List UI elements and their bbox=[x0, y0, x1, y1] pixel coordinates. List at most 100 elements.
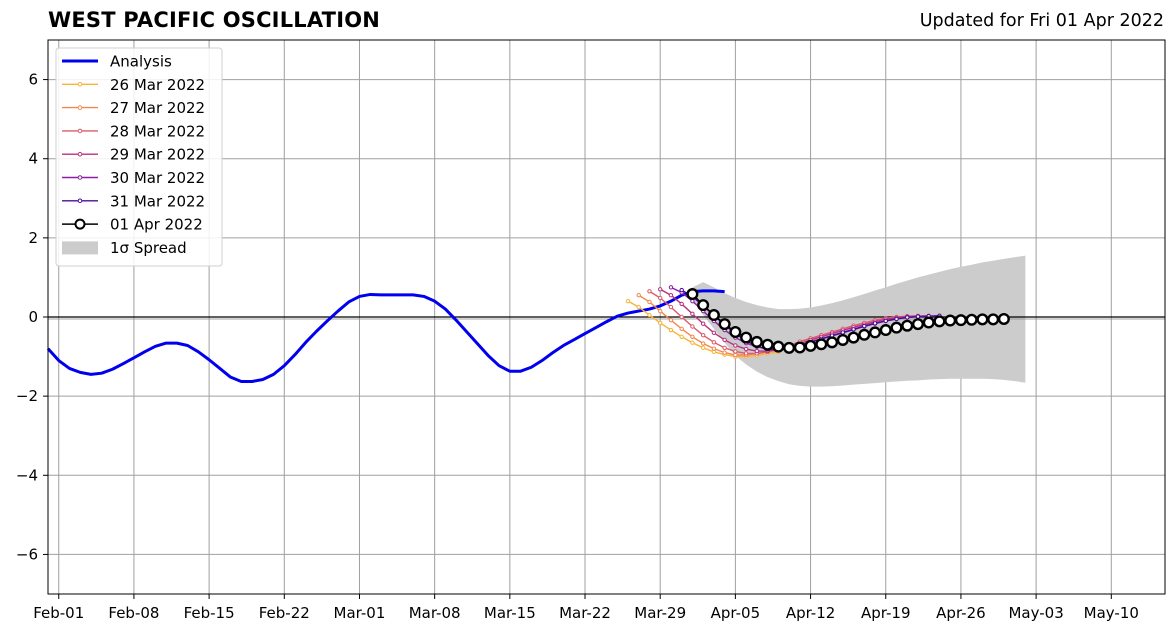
forecast-point bbox=[915, 314, 921, 319]
forecast-point bbox=[707, 309, 720, 322]
forecast-point bbox=[840, 330, 845, 335]
x-tick-label: Apr-05 bbox=[711, 604, 761, 622]
forecast-point bbox=[872, 321, 878, 326]
forecast-point bbox=[894, 316, 899, 322]
forecast-point bbox=[733, 352, 738, 358]
forecast-point bbox=[679, 326, 684, 332]
forecast-point bbox=[793, 341, 806, 354]
y-tick-label: 4 bbox=[28, 150, 38, 168]
forecast-point bbox=[711, 340, 717, 345]
forecast-point bbox=[761, 338, 774, 351]
forecast-point bbox=[647, 312, 652, 318]
legend-marker bbox=[77, 128, 83, 134]
x-tick-label: Mar-22 bbox=[559, 604, 611, 622]
forecast-point bbox=[668, 293, 674, 298]
forecast-point bbox=[954, 314, 967, 327]
x-tick-label: Mar-15 bbox=[484, 604, 536, 622]
legend-swatch bbox=[62, 241, 98, 255]
forecast-point bbox=[905, 315, 910, 320]
forecast-point bbox=[851, 327, 856, 332]
forecast-point bbox=[883, 318, 888, 324]
legend-item: 31 Mar 2022 bbox=[62, 192, 205, 210]
forecast-point bbox=[679, 314, 684, 320]
forecast-point bbox=[658, 295, 663, 301]
forecast-point bbox=[922, 316, 935, 329]
legend-box bbox=[55, 47, 223, 267]
axes: Feb-01 Feb-08 Feb-15 Feb-22 Mar-01 Mar-08 Mar-… bbox=[16, 39, 1166, 622]
forecast-point bbox=[733, 343, 738, 348]
series-layer bbox=[46, 285, 1010, 384]
legend-label: 29 Mar 2022 bbox=[110, 146, 205, 164]
forecast-point bbox=[976, 313, 989, 326]
forecast-point bbox=[686, 288, 699, 301]
forecast-point bbox=[869, 326, 882, 339]
forecast-point bbox=[722, 337, 727, 343]
forecast-point bbox=[690, 311, 695, 317]
forecast-point bbox=[933, 315, 946, 328]
legend-marker bbox=[77, 82, 83, 87]
forecast-point bbox=[690, 324, 695, 329]
forecast-point bbox=[862, 323, 867, 329]
forecast-point bbox=[836, 333, 849, 346]
legend-item: 26 Mar 2022 bbox=[62, 76, 205, 94]
x-tick-label: Feb-15 bbox=[184, 604, 235, 622]
y-tick-label: −6 bbox=[16, 545, 38, 563]
forecast-point bbox=[658, 308, 663, 314]
forecast-point bbox=[754, 348, 760, 354]
forecast-point bbox=[729, 326, 742, 339]
forecast-point bbox=[668, 327, 674, 333]
legend-label: 28 Mar 2022 bbox=[110, 122, 205, 140]
legend-label: 26 Mar 2022 bbox=[110, 76, 205, 94]
x-tick-label: Mar-08 bbox=[409, 604, 461, 622]
forecast-point bbox=[901, 319, 914, 332]
legend-item: 27 Mar 2022 bbox=[62, 99, 205, 117]
forecast-point bbox=[668, 304, 674, 310]
forecast-point bbox=[668, 285, 674, 290]
legend-marker bbox=[77, 198, 83, 204]
forecast-point bbox=[625, 298, 631, 304]
forecast-point bbox=[690, 334, 695, 339]
forecast-point bbox=[804, 339, 817, 352]
forecast-point bbox=[658, 320, 663, 326]
forecast-point bbox=[679, 334, 684, 339]
chart-subtitle: Updated for Fri 01 Apr 2022 bbox=[919, 11, 1164, 31]
x-tick-label: Feb-01 bbox=[33, 604, 84, 622]
forecast-point bbox=[743, 346, 749, 352]
forecast-point bbox=[647, 289, 652, 294]
forecast-point bbox=[965, 313, 978, 326]
legend-label: 01 Apr 2022 bbox=[110, 216, 203, 234]
y-tick-label: 0 bbox=[28, 308, 38, 326]
forecast-point bbox=[890, 321, 903, 334]
forecast-point bbox=[711, 346, 717, 351]
x-tick-label: Apr-19 bbox=[861, 604, 911, 622]
forecast-point bbox=[772, 340, 785, 353]
forecast-point bbox=[636, 304, 641, 310]
x-tick-label: Apr-12 bbox=[786, 604, 836, 622]
x-tick-label: Mar-01 bbox=[334, 604, 386, 622]
legend: Analysis 26 Mar 2022 27 Mar 2022 28 Mar 202… bbox=[55, 47, 223, 267]
forecast-point bbox=[697, 299, 710, 312]
legend-marker bbox=[77, 151, 83, 157]
forecast-point bbox=[711, 330, 717, 336]
legend-label: 1σ Spread bbox=[110, 239, 187, 257]
forecast-point bbox=[679, 301, 684, 307]
forecast-point bbox=[700, 345, 706, 351]
legend-item: 29 Mar 2022 bbox=[62, 146, 205, 164]
legend-marker bbox=[77, 105, 83, 110]
forecast-point bbox=[722, 350, 727, 355]
legend-marker bbox=[77, 175, 83, 180]
legend-item: 1σ Spread bbox=[62, 239, 187, 257]
y-tick-label: 6 bbox=[28, 71, 38, 89]
forecast-point bbox=[879, 324, 892, 337]
forecast-point bbox=[858, 328, 871, 341]
y-tick-label: 2 bbox=[28, 229, 38, 247]
x-tick-label: Mar-29 bbox=[634, 604, 686, 622]
forecast-point bbox=[847, 331, 860, 344]
forecast-point bbox=[740, 331, 753, 344]
forecast-point bbox=[944, 314, 957, 327]
forecast-point bbox=[783, 341, 796, 354]
forecast-point bbox=[690, 340, 695, 345]
forecast-point bbox=[911, 318, 924, 331]
y-tick-label: −4 bbox=[16, 466, 38, 484]
